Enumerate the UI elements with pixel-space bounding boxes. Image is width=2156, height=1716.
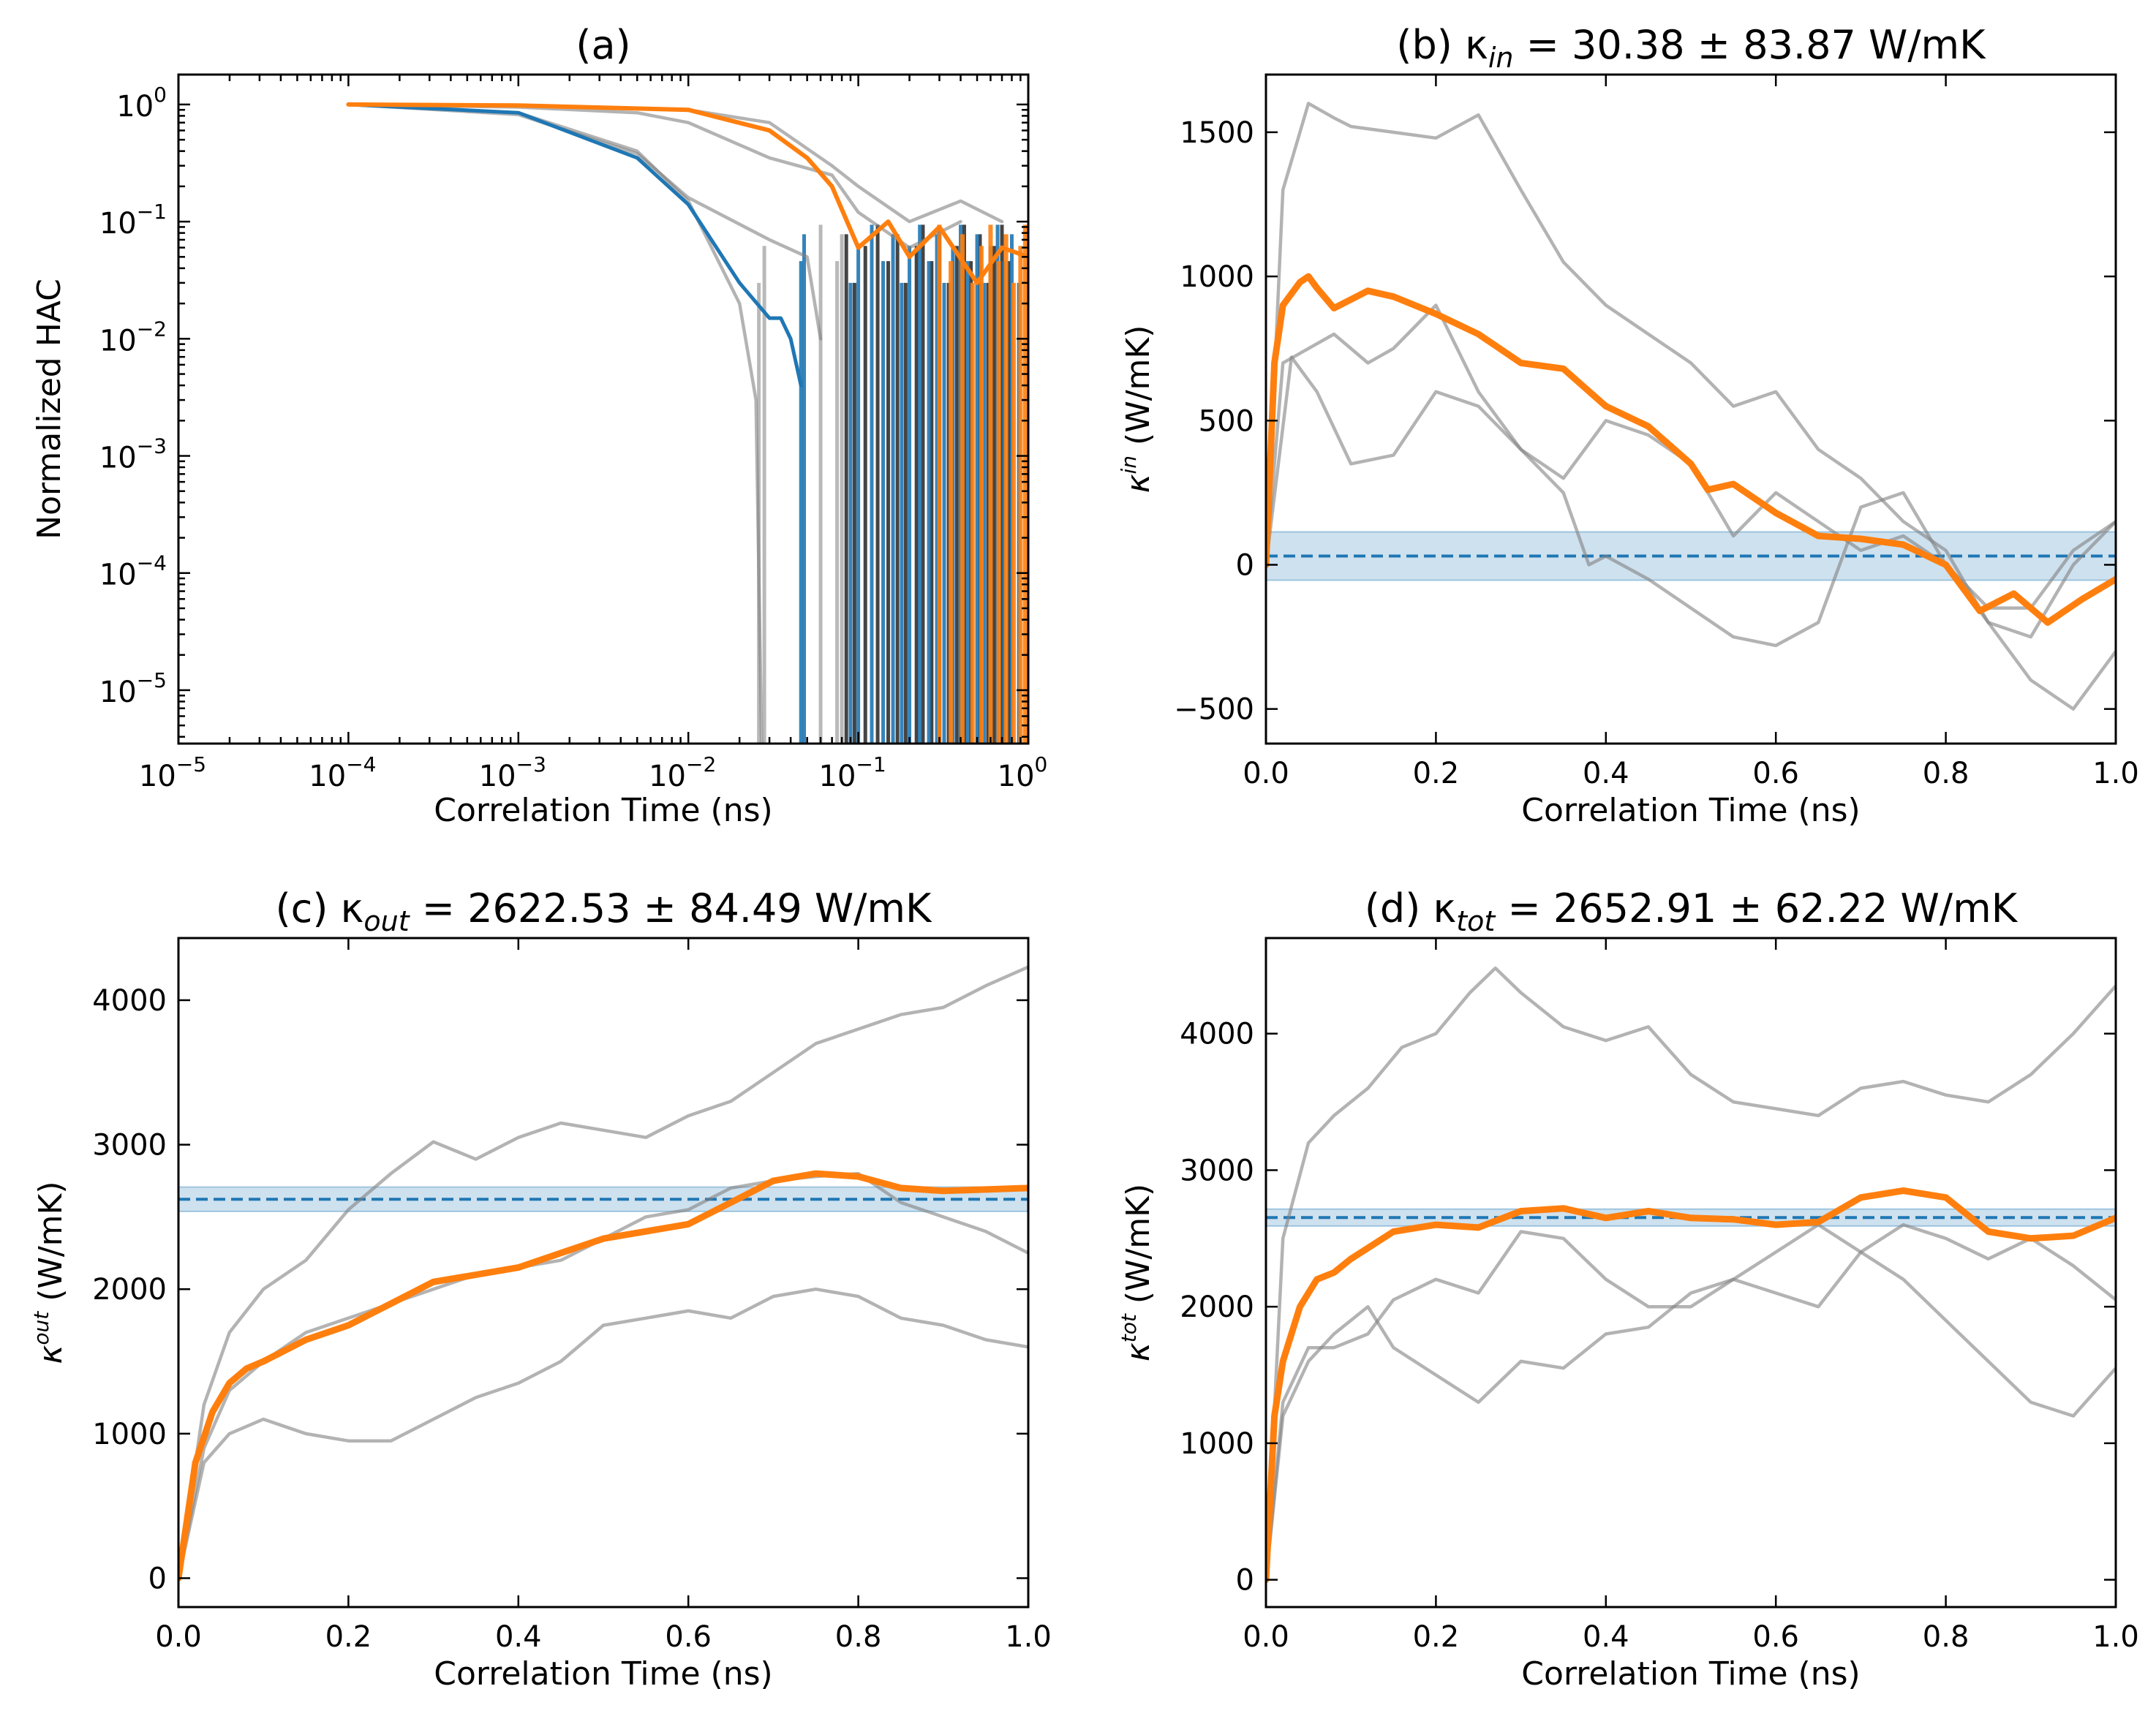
series-line-run-2 (1266, 303, 2116, 711)
chart-title: (d) κtot = 2652.91 ± 62.22 W/mK (1365, 885, 2019, 937)
x-tick-label: 0.0 (1243, 757, 1289, 790)
x-tick-label: 0.2 (1413, 757, 1460, 790)
series-line-average (1266, 1187, 2116, 1584)
y-tick-label: 1000 (1180, 1427, 1254, 1461)
x-tick-label: 0.6 (1752, 757, 1799, 790)
x-tick-label: 0.8 (835, 1620, 882, 1654)
y-tick-label: 0 (1236, 1564, 1254, 1598)
plot-area-b (1266, 102, 2116, 711)
panel-c: 0.0 0.2 0.4 0.6 0.8 1.0 0 1000 2000 3000 4000 (c) κ… (29, 885, 1052, 1693)
y-tick-label: 2000 (1180, 1290, 1254, 1324)
y-tick-label: 1000 (1180, 260, 1254, 294)
x-tick-label: 0.6 (1752, 1620, 1799, 1654)
series-line-run-3 (1266, 355, 2116, 648)
plot-frame (177, 73, 1030, 745)
series-line-run-3 (178, 1171, 1028, 1580)
series-line-run-3 (347, 102, 962, 249)
y-tick-label: 4000 (1180, 1018, 1254, 1051)
series-line-run-1 (347, 102, 764, 744)
y-tick-label: 10−4 (99, 551, 167, 592)
y-tick-label: 1000 (92, 1418, 167, 1451)
y-axis-label: κout (W/mK) (29, 1181, 69, 1364)
y-tick-label: 10−2 (99, 317, 167, 358)
y-tick-label: 0 (148, 1562, 167, 1595)
series-line-run-2 (178, 1287, 1028, 1580)
y-axis-label: Normalized HAC (31, 279, 68, 540)
plot-area-d (1266, 966, 2116, 1584)
x-axis-label: Correlation Time (ns) (434, 1655, 772, 1693)
series-line-run-1 (1266, 966, 2116, 1581)
x-tick-label: 10−5 (139, 752, 206, 793)
series-line-fit (346, 102, 1028, 285)
series-line-run-4 (347, 102, 1004, 224)
plot-area-a (346, 102, 1028, 744)
x-tick-label: 0.0 (155, 1620, 202, 1654)
x-tick-label: 10−1 (819, 752, 886, 793)
plot-area-c (178, 965, 1028, 1581)
panel-b: 0.0 0.2 0.4 0.6 0.8 1.0 −500 0 500 1000 1500 (b) κi… (1117, 22, 2139, 829)
y-tick-label: 0 (1236, 548, 1254, 582)
y-axis-label: κin (W/mK) (1117, 325, 1157, 494)
x-tick-label: 0.4 (495, 1620, 542, 1654)
x-tick-label: 0.8 (1923, 1620, 1970, 1654)
y-tick-label: 3000 (92, 1129, 167, 1163)
x-tick-label: 1.0 (1005, 1620, 1052, 1654)
chart-title: (b) κin = 30.38 ± 83.87 W/mK (1396, 22, 1986, 74)
y-tick-label: 10−3 (99, 434, 167, 475)
x-axis-label: Correlation Time (ns) (434, 792, 772, 829)
x-tick-label: 10−4 (309, 752, 376, 793)
chart-title: (c) κout = 2622.53 ± 84.49 W/mK (276, 885, 932, 937)
x-tick-label: 0.8 (1923, 757, 1970, 790)
x-tick-label: 0.4 (1583, 757, 1629, 790)
x-axis-label: Correlation Time (ns) (1521, 1655, 1860, 1693)
x-tick-label: 10−3 (479, 752, 546, 793)
series-line-run-1 (1266, 102, 2116, 639)
panel-d: 0.0 0.2 0.4 0.6 0.8 1.0 0 1000 2000 3000 4000 (d) κ… (1117, 885, 2139, 1693)
series-line-run-2 (1266, 1222, 2116, 1581)
series-line-run-3 (1266, 1222, 2116, 1581)
y-tick-label: 2000 (92, 1273, 167, 1307)
series-line-average (1266, 273, 2116, 626)
plot-frame (1264, 937, 2117, 1609)
y-tick-label: 500 (1199, 404, 1254, 438)
x-tick-label: 100 (998, 752, 1048, 793)
chart-title: (a) (576, 22, 630, 68)
y-tick-label: 10−1 (99, 200, 167, 241)
x-tick-label: 0.2 (325, 1620, 372, 1654)
series-line-average (346, 102, 803, 388)
y-tick-label: 1500 (1180, 116, 1254, 150)
x-tick-label: 1.0 (2092, 1620, 2139, 1654)
y-tick-label: 3000 (1180, 1154, 1254, 1187)
plot-frame (177, 937, 1030, 1609)
x-tick-label: 10−2 (649, 752, 716, 793)
plot-frame (1264, 73, 2117, 745)
x-tick-label: 0.2 (1413, 1620, 1460, 1654)
x-tick-label: 1.0 (2092, 757, 2139, 790)
y-tick-label: 4000 (92, 984, 167, 1018)
y-tick-label: 100 (116, 83, 167, 124)
y-tick-label: 10−5 (99, 668, 167, 709)
x-axis-label: Correlation Time (ns) (1521, 792, 1860, 829)
y-axis-label: κtot (W/mK) (1117, 1184, 1157, 1361)
series-line-average (178, 1170, 1028, 1581)
panel-a: 10−5 10−4 10−3 10−2 10−1 100 10−5 10−4 10−3 10−2 1… (31, 22, 1047, 829)
y-tick-label: −500 (1174, 693, 1254, 727)
x-tick-label: 0.0 (1243, 1620, 1289, 1654)
x-tick-label: 0.4 (1583, 1620, 1629, 1654)
x-tick-label: 0.6 (665, 1620, 712, 1654)
series-line-run-1 (178, 965, 1028, 1580)
